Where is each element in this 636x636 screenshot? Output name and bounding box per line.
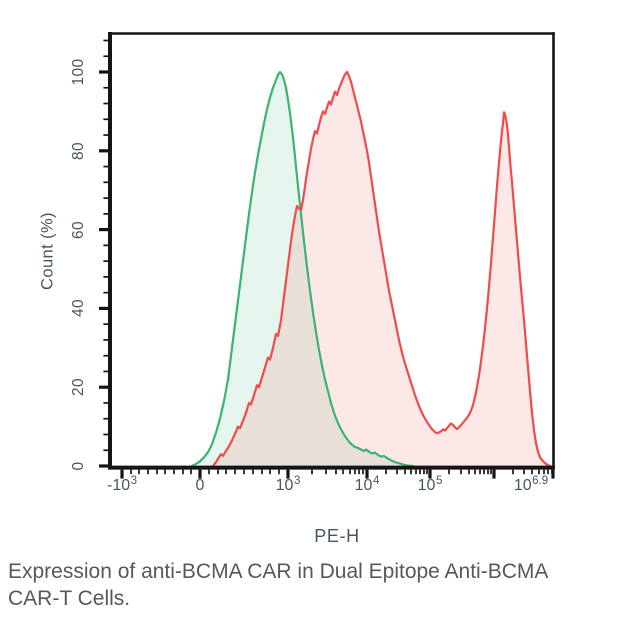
figure-caption: Expression of anti-BCMA CAR in Dual Epit… <box>8 560 548 610</box>
flow-histogram-plot <box>99 32 555 479</box>
green-histogram-curve <box>190 70 415 468</box>
red-histogram-fill <box>213 72 550 466</box>
green-histogram-fill <box>192 72 413 466</box>
red-histogram-curve <box>211 70 552 468</box>
